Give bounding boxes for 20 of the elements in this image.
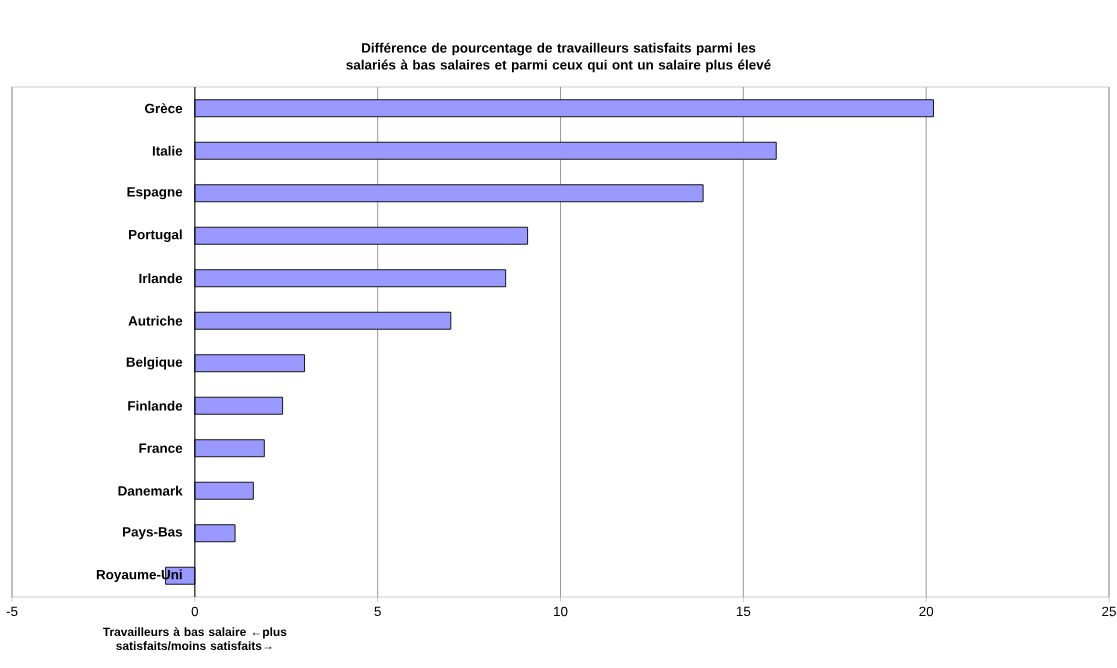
y-tick-label: Italie xyxy=(152,145,183,156)
y-tick-label: Grèce xyxy=(145,103,183,114)
x-tick-label: 10 xyxy=(554,606,568,617)
y-tick-label: Danemark xyxy=(118,485,183,496)
x-tick-label: 5 xyxy=(374,606,381,617)
x-tick-label: 15 xyxy=(736,606,751,617)
x-tick-label: 25 xyxy=(1102,606,1116,617)
x-tick-label: 20 xyxy=(919,606,934,617)
y-tick-label: France xyxy=(139,443,183,453)
y-tick-label: Irlande xyxy=(139,273,183,284)
y-tick-label: Espagne xyxy=(127,187,183,200)
x-tick-label: -5 xyxy=(6,606,18,617)
y-tick-label: Finlande xyxy=(128,400,183,411)
y-tick-label: Pays-Bas xyxy=(122,527,183,540)
chart-title: Différence de pourcentage de travailleurs satisfaits parmi les salariés à bas salaires et parmi ceux qui ont un salaire plus élevé xyxy=(346,42,771,73)
x-axis-title: Travailleurs à bas salaire ←plus satisfaits/moins satisfaits→ xyxy=(102,627,287,651)
x-tick-label: 0 xyxy=(191,606,199,617)
y-tick-label: Portugal xyxy=(129,229,182,243)
y-tick-label: Belgique xyxy=(126,356,183,370)
y-tick-label: Autriche xyxy=(128,315,183,326)
